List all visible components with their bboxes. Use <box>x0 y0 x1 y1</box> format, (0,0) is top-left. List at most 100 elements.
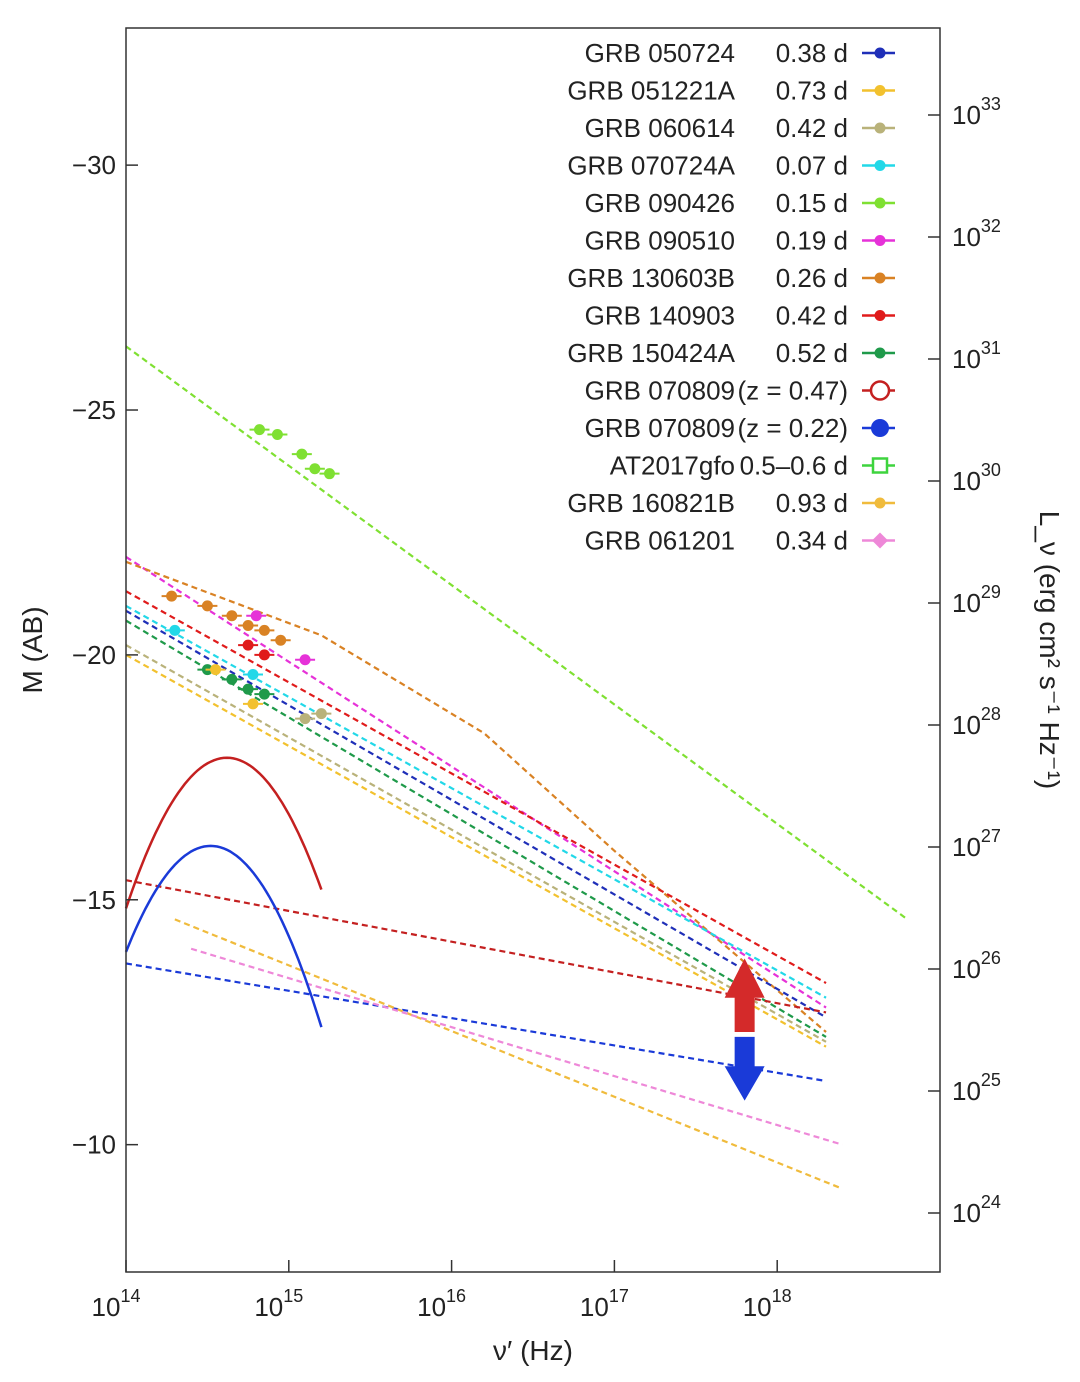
series-line <box>125 590 827 984</box>
legend-epoch: 0.34 d <box>776 526 848 556</box>
data-point <box>201 600 213 612</box>
y-right-tick-exponent: 31 <box>981 338 1001 358</box>
legend-epoch: 0.42 d <box>776 301 848 331</box>
legend-marker <box>874 160 886 171</box>
series-line <box>125 644 827 1043</box>
x-axis-label: ν′ (Hz) <box>493 1335 573 1366</box>
legend-epoch: 0.73 d <box>776 76 848 106</box>
legend-name: GRB 070809 <box>585 413 735 443</box>
model-curve <box>124 756 323 909</box>
y-tick-label: −30 <box>72 150 116 180</box>
data-point <box>296 448 308 460</box>
data-point <box>258 649 270 661</box>
legend-epoch: 0.26 d <box>776 263 848 293</box>
legend-name: GRB 061201 <box>585 526 735 556</box>
legend-epoch: 0.15 d <box>776 188 848 218</box>
y-right-tick-exponent: 26 <box>981 948 1001 968</box>
data-point <box>242 639 254 651</box>
legend-marker <box>874 310 886 321</box>
data-point <box>226 673 238 685</box>
data-point <box>315 708 327 720</box>
data-point <box>242 683 254 695</box>
y-right-tick-exponent: 24 <box>981 1192 1001 1212</box>
legend-name: GRB 070809 <box>585 376 735 406</box>
y-axis-left-label: M (AB) <box>17 606 48 693</box>
data-point <box>258 688 270 700</box>
data-point <box>253 424 265 436</box>
data-point <box>299 713 311 725</box>
data-point <box>250 610 262 622</box>
y-right-tick-exponent: 27 <box>981 826 1001 846</box>
legend-name: GRB 050724 <box>585 38 735 68</box>
series-line <box>125 653 827 1048</box>
legend-marker <box>874 122 886 134</box>
legend-marker <box>874 497 886 509</box>
legend-name: GRB 090510 <box>585 226 735 256</box>
y-tick-label: −10 <box>72 1130 116 1160</box>
legend-epoch: 0.38 d <box>776 38 848 68</box>
data-point <box>275 634 287 646</box>
data-point <box>242 620 254 632</box>
data-point <box>247 668 259 680</box>
y-right-tick-exponent: 32 <box>981 216 1001 236</box>
legend-name: GRB 150424A <box>567 338 735 368</box>
y-right-tick-exponent: 28 <box>981 704 1001 724</box>
y-axis-right-label: L_ν (erg cm² s⁻¹ Hz⁻¹) <box>1034 511 1065 789</box>
x-tick-label: 1015 <box>254 1286 303 1322</box>
legend: GRB 050724 0.38 d GRB 051221A 0.73 d GRB 060… <box>567 38 895 556</box>
data-point <box>271 429 283 441</box>
legend-epoch: 0.93 d <box>776 488 848 518</box>
y-tick-label: −15 <box>72 885 116 915</box>
legend-marker <box>874 235 886 246</box>
y-right-tick-exponent: 30 <box>981 460 1001 480</box>
series-line <box>125 879 827 1014</box>
legend-marker <box>874 272 886 284</box>
series-line <box>125 962 827 1083</box>
series-line <box>125 604 827 999</box>
x-tick-label: 1017 <box>580 1286 629 1322</box>
series-lines <box>125 345 909 1190</box>
y-right-tick-exponent: 29 <box>981 582 1001 602</box>
red-arrow <box>724 958 765 1033</box>
legend-epoch: 0.19 d <box>776 226 848 256</box>
x-tick-exponent: 16 <box>446 1286 466 1306</box>
legend-epoch: (z = 0.22) <box>737 413 848 443</box>
legend-name: GRB 160821B <box>567 488 735 518</box>
legend-name: GRB 060614 <box>585 113 735 143</box>
model-curve <box>124 844 323 1028</box>
legend-name: GRB 051221A <box>567 76 735 106</box>
data-point <box>226 610 238 622</box>
legend-name: AT2017gfo <box>610 451 735 481</box>
data-point <box>309 463 321 475</box>
y-right-tick-exponent: 25 <box>981 1070 1001 1090</box>
y-right-tick-exponent: 33 <box>981 94 1001 114</box>
x-tick-label: 1016 <box>417 1286 466 1322</box>
y-tick-label: −25 <box>72 395 116 425</box>
data-point <box>169 624 181 636</box>
x-tick-exponent: 15 <box>283 1286 303 1306</box>
data-point <box>166 590 178 602</box>
legend-epoch: 0.5–0.6 d <box>740 451 848 481</box>
plot-frame <box>125 27 941 1273</box>
series-line <box>190 947 843 1146</box>
legend-name: GRB 070724A <box>567 151 735 181</box>
legend-marker <box>869 380 891 401</box>
x-tick-exponent: 14 <box>120 1286 140 1306</box>
data-point <box>324 468 335 480</box>
legend-name: GRB 140903 <box>585 301 735 331</box>
data-point <box>210 664 222 676</box>
legend-marker <box>871 419 889 437</box>
legend-marker <box>874 347 886 359</box>
series-line <box>125 556 827 1009</box>
legend-marker <box>874 47 886 59</box>
y-right-tick-label: 1033 <box>952 94 1001 130</box>
arrows <box>724 958 765 1101</box>
legend-marker <box>874 197 886 209</box>
y-tick-label: −20 <box>72 640 116 670</box>
data-point <box>247 698 259 710</box>
legend-epoch: 0.52 d <box>776 338 848 368</box>
legend-marker <box>874 85 886 96</box>
model-curves <box>124 756 323 1028</box>
data-points <box>161 424 340 725</box>
